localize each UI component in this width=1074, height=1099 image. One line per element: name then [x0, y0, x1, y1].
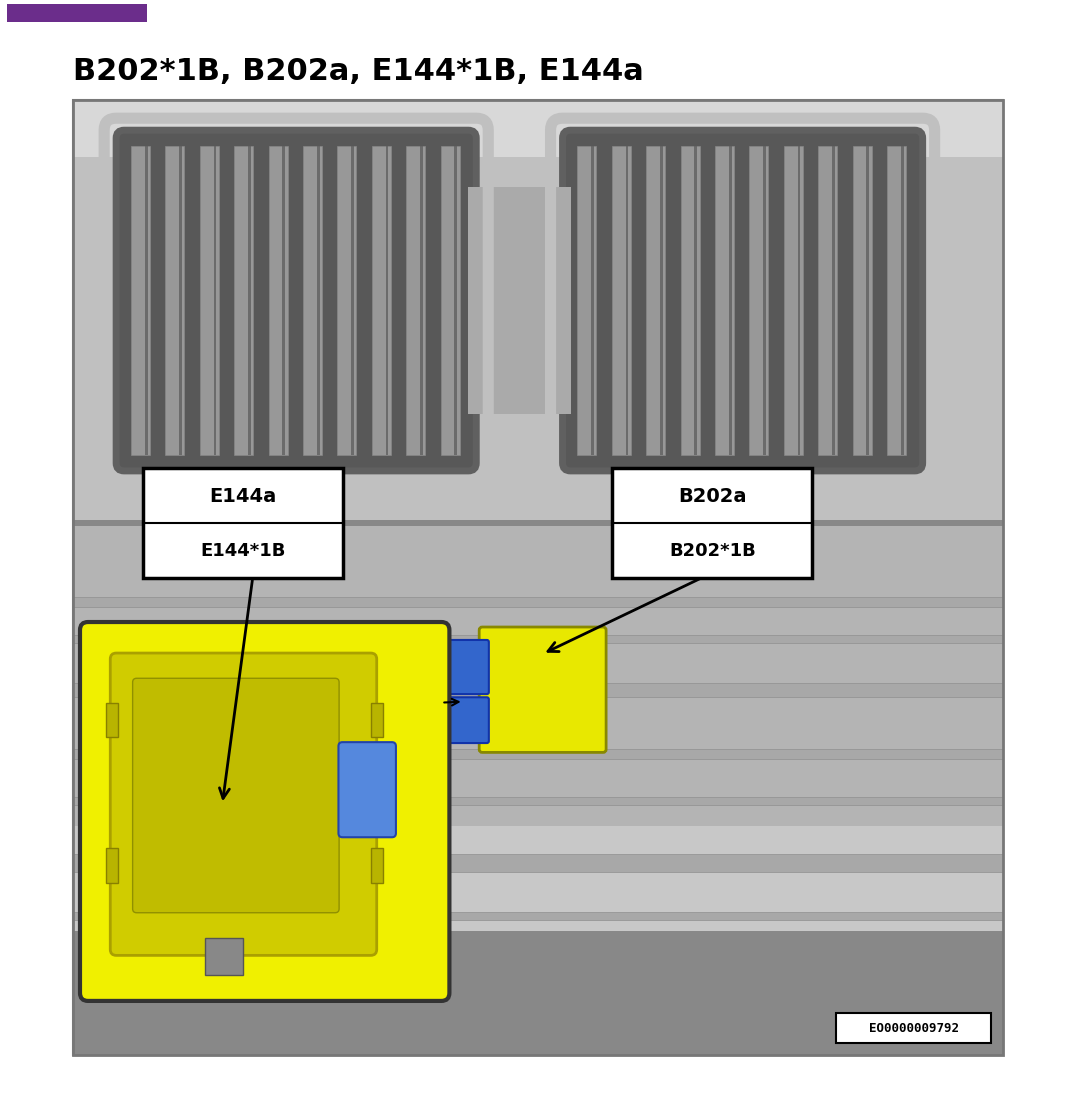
Text: B202*1B: B202*1B — [669, 542, 756, 560]
Bar — [165, 146, 185, 455]
Bar — [420, 146, 423, 455]
Bar — [234, 146, 253, 455]
Bar — [729, 146, 731, 455]
FancyBboxPatch shape — [479, 628, 606, 753]
Bar — [647, 146, 665, 455]
Bar — [836, 1013, 991, 1043]
Bar — [832, 146, 834, 455]
Text: E144*1B: E144*1B — [200, 542, 286, 560]
Bar — [106, 847, 118, 882]
Bar — [798, 146, 800, 455]
Bar — [661, 146, 663, 455]
Bar — [406, 146, 425, 455]
Bar — [179, 146, 182, 455]
Bar — [248, 146, 250, 455]
Bar — [106, 702, 118, 737]
Bar — [73, 597, 1003, 607]
Bar — [818, 146, 838, 455]
Bar — [143, 468, 343, 577]
Bar — [73, 100, 1003, 157]
Bar — [371, 702, 382, 737]
Bar — [612, 468, 812, 577]
Bar — [612, 146, 630, 455]
Text: E144a: E144a — [209, 487, 276, 506]
Bar — [73, 682, 1003, 697]
Bar — [200, 146, 219, 455]
Bar — [73, 520, 1003, 825]
Bar — [145, 146, 147, 455]
Text: B202*1B, B202a, E144*1B, E144a: B202*1B, B202a, E144*1B, E144a — [73, 57, 643, 87]
Bar — [73, 129, 1003, 654]
Bar — [73, 797, 1003, 806]
Bar — [205, 939, 244, 975]
FancyBboxPatch shape — [116, 130, 476, 470]
FancyBboxPatch shape — [442, 697, 489, 743]
Bar — [73, 100, 1003, 597]
Bar — [764, 146, 766, 455]
Bar — [337, 146, 357, 455]
Bar — [73, 100, 1003, 1055]
Bar — [681, 146, 699, 455]
Bar — [626, 146, 628, 455]
Bar — [750, 146, 768, 455]
Bar — [440, 146, 460, 455]
Bar — [73, 854, 1003, 873]
Bar — [351, 146, 354, 455]
Bar — [867, 146, 869, 455]
FancyBboxPatch shape — [563, 130, 923, 470]
Bar — [73, 635, 1003, 643]
Bar — [73, 912, 1003, 920]
Bar — [386, 146, 389, 455]
Bar — [268, 146, 288, 455]
Bar — [901, 146, 903, 455]
Bar — [317, 146, 320, 455]
Bar — [372, 146, 391, 455]
Bar — [282, 146, 286, 455]
FancyBboxPatch shape — [132, 678, 339, 913]
FancyBboxPatch shape — [111, 653, 377, 955]
FancyBboxPatch shape — [442, 640, 489, 695]
FancyBboxPatch shape — [79, 622, 449, 1001]
Bar — [887, 146, 906, 455]
Bar — [73, 931, 1003, 1055]
Bar — [73, 750, 1003, 759]
Bar — [8, 4, 147, 22]
Bar — [468, 187, 570, 414]
Text: EO0000009792: EO0000009792 — [869, 1021, 958, 1034]
Bar — [454, 146, 458, 455]
Bar — [578, 146, 596, 455]
Bar — [73, 597, 1003, 1055]
Bar — [303, 146, 322, 455]
Bar — [73, 100, 1003, 1055]
Bar — [784, 146, 803, 455]
FancyBboxPatch shape — [338, 742, 396, 837]
Bar — [73, 520, 1003, 526]
Bar — [853, 146, 872, 455]
Bar — [214, 146, 216, 455]
Bar — [131, 146, 150, 455]
Bar — [371, 847, 382, 882]
Bar — [695, 146, 697, 455]
Bar — [591, 146, 594, 455]
Bar — [715, 146, 734, 455]
Text: B202a: B202a — [678, 487, 746, 506]
